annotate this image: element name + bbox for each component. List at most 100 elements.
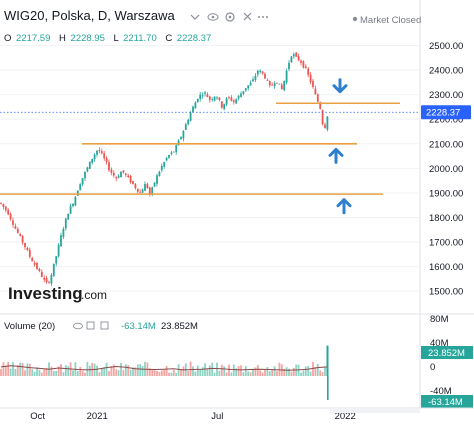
candle-body <box>108 162 110 171</box>
volume-bar <box>240 365 242 376</box>
candle-body <box>12 220 14 225</box>
candle-body <box>129 175 132 183</box>
candle-body <box>112 172 115 176</box>
x-tick-label: Oct <box>30 411 45 422</box>
ohlc-o-label: O <box>4 33 11 44</box>
volume-bar <box>259 370 262 376</box>
candle-body <box>153 182 156 187</box>
volume-bar <box>292 367 295 376</box>
price-axis[interactable]: 1500.00 1600.00 1700.00 1800.00 1900.00 2000.… <box>421 41 471 298</box>
volume-bar <box>172 369 175 376</box>
volume-bar <box>16 364 19 376</box>
candle-body <box>57 244 60 257</box>
candle-body <box>280 84 283 90</box>
logo-main: Investing <box>8 284 83 303</box>
candle-body <box>271 84 274 86</box>
volume-bar <box>86 361 89 376</box>
candle-body <box>196 98 199 103</box>
volume-eye-icon[interactable] <box>73 322 83 330</box>
symbol-title: WIG20, Polska, D, Warszawa <box>4 8 175 23</box>
volume-bar <box>288 368 290 376</box>
volume-neg-badge <box>421 395 473 408</box>
candle-body <box>201 95 204 96</box>
candle-body <box>189 112 192 121</box>
settings-icon[interactable] <box>225 12 235 22</box>
volume-axis[interactable]: 80M 40M 0 -40M 23.852M -63.14M <box>421 314 473 408</box>
ohlc-h-label: H <box>59 33 66 44</box>
candle-body <box>302 61 305 68</box>
price-candles <box>0 51 329 286</box>
candle-body <box>254 75 257 80</box>
volume-close-icon[interactable] <box>100 321 109 330</box>
candle-body <box>276 82 278 84</box>
candle-body <box>24 243 26 248</box>
candle-body <box>148 187 151 195</box>
volume-bar <box>268 371 271 376</box>
volume-bar <box>321 372 324 376</box>
volume-bar <box>122 370 125 376</box>
volume-bar <box>9 368 12 376</box>
ohlc-o-value: 2217.59 <box>16 33 50 44</box>
volume-bar <box>256 365 259 376</box>
volume-bar <box>0 369 2 376</box>
volume-bar <box>312 362 314 376</box>
dots-menu-icon[interactable] <box>258 16 268 18</box>
volume-bar <box>100 367 103 376</box>
candle-body <box>187 119 190 125</box>
candle-body <box>62 228 65 237</box>
volume-bar <box>45 367 48 376</box>
candle-body <box>38 269 41 272</box>
chevron-down-icon[interactable] <box>190 14 200 20</box>
x-tick-label: 2021 <box>87 411 108 422</box>
candle-body <box>67 213 70 220</box>
volume-bar <box>124 364 127 376</box>
candle-body <box>295 52 298 57</box>
volume-bar <box>79 366 82 376</box>
volume-bar <box>247 371 250 376</box>
volume-bar <box>88 365 91 376</box>
volume-bar <box>249 372 252 376</box>
y-tick-label: 1700.00 <box>429 238 463 249</box>
candle-body <box>168 155 170 158</box>
time-axis[interactable]: Oct 2021 Jul 2022 <box>30 408 420 422</box>
volume-bar <box>170 372 173 376</box>
candle-body <box>252 79 254 82</box>
volume-bar <box>276 371 278 376</box>
candle-body <box>43 277 46 280</box>
time-range-highlight <box>330 408 420 413</box>
volume-neg-badge-label: -63.14M <box>428 397 463 408</box>
candle-body <box>139 191 142 193</box>
candle-body <box>134 184 137 189</box>
volume-settings-icon[interactable] <box>86 321 95 330</box>
eye-icon[interactable] <box>207 13 219 21</box>
y-tick-label: 2300.00 <box>429 90 463 101</box>
volume-bar <box>103 367 106 376</box>
close-icon[interactable] <box>243 12 252 21</box>
volume-bar <box>266 366 269 376</box>
candle-body <box>33 262 36 265</box>
volume-bar <box>28 363 31 376</box>
volume-bar <box>283 368 286 376</box>
candle-body <box>96 150 98 155</box>
arrow-up-icon <box>328 147 344 157</box>
candle-body <box>194 102 197 109</box>
volume-bar <box>50 366 53 376</box>
volume-bar <box>242 372 245 376</box>
y-tick-label: 1800.00 <box>429 213 463 224</box>
volume-bar <box>55 370 58 376</box>
candle-body <box>321 110 324 125</box>
candle-body <box>204 92 206 94</box>
volume-bar <box>141 365 144 376</box>
market-status: Market Closed <box>360 15 421 26</box>
volume-bar <box>129 369 132 376</box>
volume-ma-line <box>0 365 328 371</box>
candle-body <box>28 249 31 257</box>
candle-body <box>273 83 276 87</box>
candle-body <box>206 94 209 98</box>
volume-bar <box>230 372 233 376</box>
candle-body <box>158 171 161 177</box>
candle-body <box>247 85 250 89</box>
candle-body <box>232 100 235 103</box>
support-resistance-levels[interactable] <box>0 102 420 195</box>
candle-body <box>52 263 55 276</box>
